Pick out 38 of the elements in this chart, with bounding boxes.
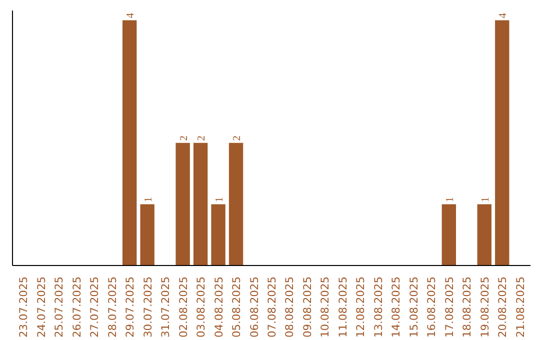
x-tick-label: 18.08.2025 [460,276,474,338]
x-tick-label: 04.08.2025 [212,276,226,338]
data-label: 2 [178,136,190,141]
x-tick-label: 10.08.2025 [318,276,332,338]
x-tick-label: 08.08.2025 [283,276,296,338]
x-tick-label: 17.08.2025 [442,276,456,338]
x-tick-label: 23.07.2025 [17,276,30,338]
data-label: 2 [232,136,244,141]
x-tick-label: 19.08.2025 [478,276,492,338]
data-label: 4 [498,12,510,18]
x-tick-label: 05.08.2025 [230,276,244,338]
x-tick-label: 31.07.2025 [159,276,172,338]
x-tick-label: 12.08.2025 [354,276,368,338]
x-tick-label: 27.07.2025 [88,276,102,338]
data-label: 1 [444,196,456,202]
x-tick-label: 20.08.2025 [496,276,510,338]
x-tick-label: 11.08.2025 [336,276,350,338]
x-tick-label: 24.07.2025 [34,276,48,338]
x-tick-label: 14.08.2025 [390,276,403,338]
data-label: 1 [480,196,492,202]
x-tick-label: 07.08.2025 [266,276,278,338]
x-tick-label: 15.08.2025 [407,276,420,338]
x-tick-label: 16.08.2025 [425,276,438,338]
x-tick-label: 09.08.2025 [300,276,314,338]
data-label: 1 [214,196,226,202]
x-tick-label: 29.07.2025 [124,276,137,338]
x-tick-label: 25.07.2025 [52,276,66,338]
x-tick-label: 03.08.2025 [194,276,208,338]
x-tick-label: 13.08.2025 [372,276,385,338]
x-tick-label: 26.07.2025 [70,276,84,338]
x-tick-label: 30.07.2025 [141,276,154,338]
x-tick-label: 06.08.2025 [248,276,261,338]
x-tick-label: 28.07.2025 [106,276,119,338]
data-label: 4 [126,12,137,18]
data-label: 2 [196,136,208,141]
x-tick-label: 02.08.2025 [176,276,190,338]
x-tick-label: 21.08.2025 [514,276,527,338]
data-label: 1 [143,196,154,202]
